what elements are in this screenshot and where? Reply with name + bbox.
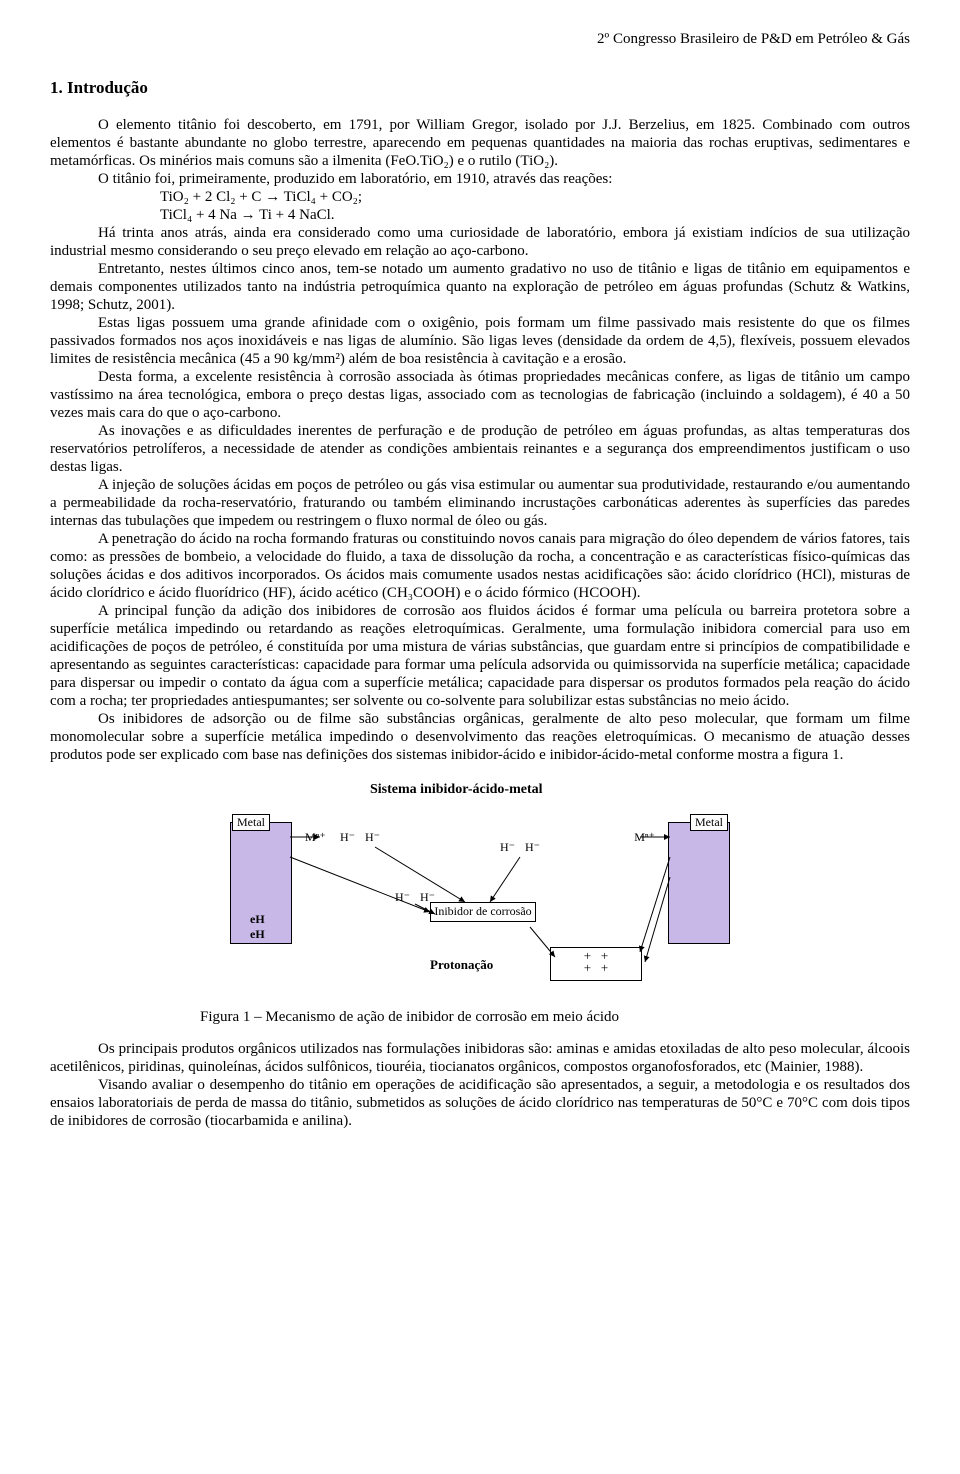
equation: TiCl₄ + 4 Na → Ti + 4 NaCl. xyxy=(160,206,910,224)
ion-h-minus: H⁻ xyxy=(525,840,540,854)
ion-m-plus: Mⁿ⁺ xyxy=(305,830,326,844)
protonation-label: Protonação xyxy=(430,957,493,973)
ion-h-minus: H⁻ xyxy=(500,840,515,854)
eh-label: eH xyxy=(250,927,265,941)
diagram: Sistema inibidor-ácido-metal Metal Metal… xyxy=(220,782,740,1002)
metal-label-left: Metal xyxy=(232,814,270,830)
paragraph: Visando avaliar o desempenho do titânio … xyxy=(50,1076,910,1130)
equation: TiO₂ + 2 Cl₂ + C → TiCl₄ + CO₂; xyxy=(160,188,910,206)
page-header: 2º Congresso Brasileiro de P&D em Petról… xyxy=(50,30,910,48)
plus-icon: + xyxy=(584,960,591,975)
metal-box-right xyxy=(668,822,730,944)
plus-icon: + xyxy=(601,960,608,975)
ion-h-minus: H⁻ xyxy=(365,830,380,844)
paragraph: A penetração do ácido na rocha formando … xyxy=(50,530,910,602)
paragraph: A injeção de soluções ácidas em poços de… xyxy=(50,476,910,530)
paragraph: O elemento titânio foi descoberto, em 17… xyxy=(50,116,910,170)
paragraph: Desta forma, a excelente resistência à c… xyxy=(50,368,910,422)
section-heading: 1. Introdução xyxy=(50,78,910,98)
protonation-box: + + + + xyxy=(550,947,642,981)
figure-caption: Figura 1 – Mecanismo de ação de inibidor… xyxy=(200,1008,910,1026)
paragraph: As inovações e as dificuldades inerentes… xyxy=(50,422,910,476)
paragraph: O titânio foi, primeiramente, produzido … xyxy=(50,170,910,188)
paragraph: Os principais produtos orgânicos utiliza… xyxy=(50,1040,910,1076)
ion-m-plus: Mⁿ⁺ xyxy=(634,830,655,844)
paragraph: Entretanto, nestes últimos cinco anos, t… xyxy=(50,260,910,314)
metal-label-right: Metal xyxy=(690,814,728,830)
diagram-title: Sistema inibidor-ácido-metal xyxy=(370,782,543,799)
eh-label: eH xyxy=(250,912,265,926)
ion-h-minus: H⁻ xyxy=(395,890,410,904)
paragraph: Os inibidores de adsorção ou de filme sã… xyxy=(50,710,910,764)
inhibitor-box: Inibidor de corrosão xyxy=(430,902,536,921)
paragraph: Há trinta anos atrás, ainda era consider… xyxy=(50,224,910,260)
paragraph: Estas ligas possuem uma grande afinidade… xyxy=(50,314,910,368)
figure-1: Sistema inibidor-ácido-metal Metal Metal… xyxy=(50,782,910,1002)
paragraph: A principal função da adição dos inibido… xyxy=(50,602,910,710)
ion-h-minus: H⁻ xyxy=(340,830,355,844)
